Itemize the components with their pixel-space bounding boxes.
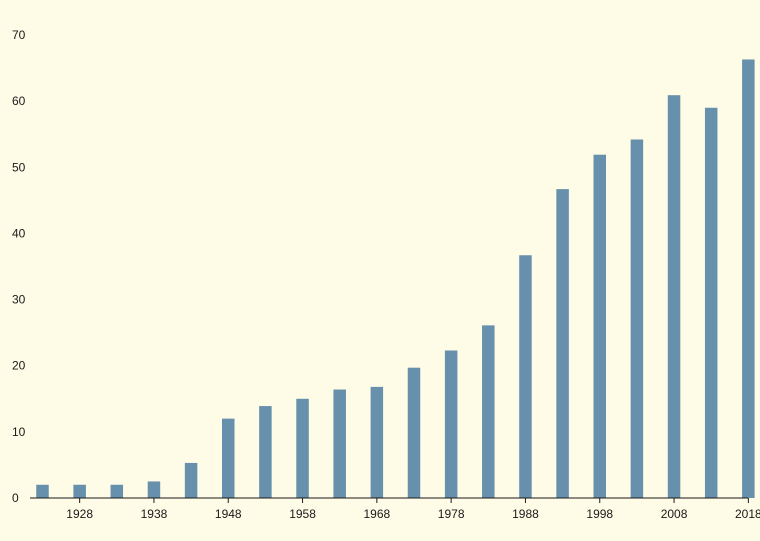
x-tick-label-1928: 1928 bbox=[66, 507, 93, 521]
bar-1953 bbox=[259, 406, 272, 498]
y-tick-label-50: 50 bbox=[12, 160, 26, 174]
y-tick-label-10: 10 bbox=[12, 425, 26, 439]
bar-2008 bbox=[667, 95, 681, 498]
x-tick-label-1968: 1968 bbox=[363, 507, 390, 521]
bars-group bbox=[36, 59, 755, 498]
bar-1983 bbox=[482, 325, 495, 498]
x-tick-label-1958: 1958 bbox=[289, 507, 316, 521]
y-tick-label-20: 20 bbox=[12, 359, 26, 373]
y-tick-label-40: 40 bbox=[12, 226, 26, 240]
bar-2018 bbox=[742, 59, 755, 498]
bar-1973 bbox=[407, 367, 421, 498]
bar-1963 bbox=[333, 389, 346, 498]
y-tick-label-70: 70 bbox=[12, 28, 26, 42]
bar-1988 bbox=[519, 255, 532, 498]
y-tick-label-60: 60 bbox=[12, 94, 26, 108]
bar-1968 bbox=[370, 386, 384, 498]
bar-1958 bbox=[296, 398, 309, 498]
bar-1933 bbox=[110, 484, 124, 498]
x-tick-label-1978: 1978 bbox=[438, 507, 465, 521]
bar-1943 bbox=[184, 462, 198, 498]
x-tick-label-1988: 1988 bbox=[512, 507, 539, 521]
x-axis-tick-labels: 1928 1938 1948 1958 1968 1978 1988 1998 2008 2018 bbox=[66, 498, 760, 521]
bar-1928 bbox=[73, 484, 86, 498]
y-tick-label-30: 30 bbox=[12, 293, 26, 307]
bar-1998 bbox=[593, 154, 606, 498]
x-tick-label-1938: 1938 bbox=[141, 507, 168, 521]
x-tick-label-1998: 1998 bbox=[586, 507, 613, 521]
x-tick-label-2008: 2008 bbox=[661, 507, 688, 521]
y-axis-tick-labels: 0 10 20 30 40 50 60 70 bbox=[12, 28, 26, 505]
x-tick-label-1948: 1948 bbox=[215, 507, 242, 521]
bar-1923 bbox=[36, 484, 49, 498]
bar-1938 bbox=[147, 481, 161, 498]
bar-2003 bbox=[630, 139, 644, 498]
bar-2013 bbox=[704, 107, 718, 498]
y-tick-label-0: 0 bbox=[12, 491, 19, 505]
bar-1993 bbox=[556, 189, 569, 498]
x-tick-label-2018: 2018 bbox=[735, 507, 760, 521]
bar-1948 bbox=[222, 418, 235, 498]
bar-1978 bbox=[444, 350, 458, 498]
